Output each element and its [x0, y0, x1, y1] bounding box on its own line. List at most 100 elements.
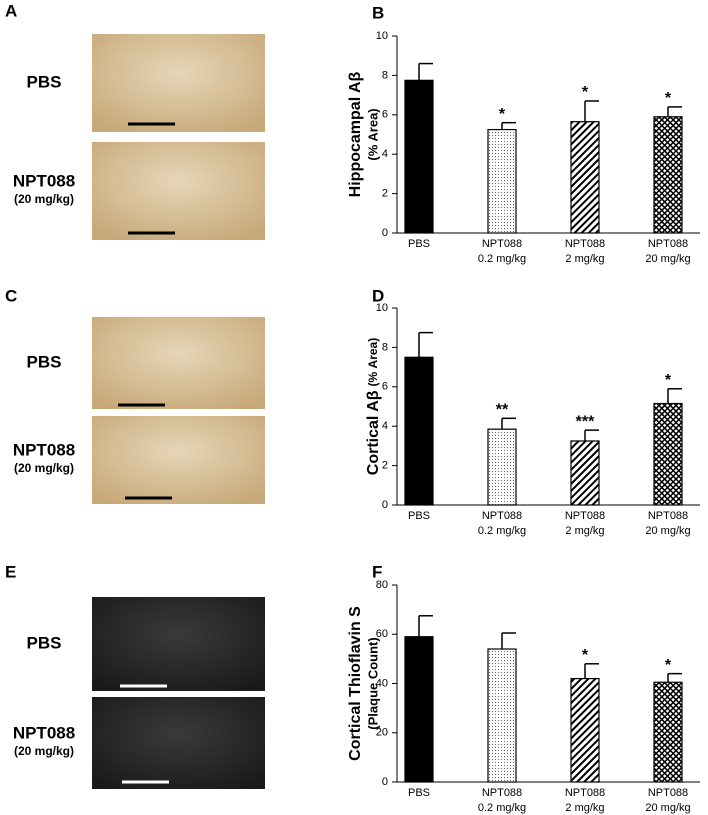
- error-bar: [501, 417, 516, 430]
- x-tick-label: NPT088: [482, 510, 522, 522]
- y-axis-label-unit: (Plaque Count): [365, 637, 380, 729]
- y-tick-label: 6: [382, 109, 388, 121]
- micrograph: [92, 416, 265, 504]
- bar: [404, 356, 434, 506]
- significance: *: [582, 84, 589, 101]
- error-bar: [584, 100, 599, 122]
- y-tick-label: 8: [382, 341, 388, 353]
- error-bar: [667, 388, 682, 404]
- bar: [404, 636, 434, 783]
- y-tick-label: 40: [376, 677, 388, 689]
- x-tick-label: NPT088: [482, 238, 522, 250]
- x-tick-label: 0.2 mg/kg: [478, 253, 526, 265]
- x-tick-label: 2 mg/kg: [565, 802, 604, 814]
- image-label: NPT088: [13, 171, 75, 190]
- image-label: PBS: [27, 352, 62, 371]
- bar: [570, 440, 600, 506]
- image-sublabel: (20 mg/kg): [14, 744, 74, 758]
- error-bar: [418, 615, 433, 637]
- image-label: PBS: [27, 72, 62, 91]
- significance: *: [499, 106, 506, 123]
- y-tick-label: 6: [382, 381, 388, 393]
- image-sublabel: (20 mg/kg): [14, 192, 74, 206]
- error-bar: [584, 663, 599, 679]
- x-tick-label: NPT088: [565, 238, 605, 250]
- error-bar: [667, 106, 682, 117]
- y-tick-label: 4: [382, 148, 388, 160]
- x-tick-label: 0.2 mg/kg: [478, 802, 526, 814]
- micrograph: [92, 697, 265, 789]
- x-tick-label: 2 mg/kg: [565, 253, 604, 265]
- y-tick-label: 10: [376, 30, 388, 42]
- error-bar: [667, 672, 682, 683]
- x-tick-label: NPT088: [648, 238, 688, 250]
- y-axis-label-main: Cortical Aβ: [365, 390, 382, 475]
- y-tick-label: 8: [382, 69, 388, 81]
- micrograph: [92, 597, 265, 691]
- y-tick-label: 2: [382, 188, 388, 200]
- y-tick-label: 80: [376, 579, 388, 591]
- image-label: PBS: [27, 633, 62, 652]
- significance: *: [665, 372, 672, 389]
- significance: *: [665, 657, 672, 674]
- x-tick-label: NPT088: [482, 787, 522, 799]
- micrographs: [92, 34, 265, 789]
- bar: [653, 402, 683, 506]
- y-axis-label-unit: (% Area): [365, 108, 380, 160]
- x-tick-label: 2 mg/kg: [565, 525, 604, 537]
- x-tick-label: 20 mg/kg: [645, 802, 690, 814]
- y-axis-label: Hippocampal Aβ: [347, 71, 364, 197]
- x-tick-label: NPT088: [565, 787, 605, 799]
- x-tick-label: 0.2 mg/kg: [478, 525, 526, 537]
- x-tick-label: PBS: [408, 510, 430, 522]
- panel-letter: A: [5, 1, 17, 20]
- significance: **: [496, 402, 509, 419]
- bar: [570, 677, 600, 783]
- y-tick-label: 10: [376, 302, 388, 314]
- panel-letter: E: [5, 562, 16, 581]
- bar: [653, 681, 683, 783]
- y-tick-label: 2: [382, 460, 388, 472]
- y-tick-label: 60: [376, 628, 388, 640]
- x-tick-label: NPT088: [648, 510, 688, 522]
- bar: [487, 428, 517, 506]
- image-label: NPT088: [13, 723, 75, 742]
- y-tick-label: 0: [382, 227, 388, 239]
- x-tick-label: NPT088: [565, 510, 605, 522]
- error-bar: [501, 632, 516, 650]
- y-tick-label: 0: [382, 499, 388, 511]
- image-sublabel: (20 mg/kg): [14, 461, 74, 475]
- significance: *: [582, 647, 589, 664]
- y-axis-label-unit: (% Area): [366, 338, 380, 387]
- x-tick-label: PBS: [408, 238, 430, 250]
- significance: *: [665, 90, 672, 107]
- y-tick-label: 4: [382, 420, 388, 432]
- panel-letter: C: [5, 286, 17, 305]
- bar: [487, 128, 517, 234]
- panel-letter: B: [372, 3, 384, 22]
- micrograph: [92, 142, 265, 240]
- x-tick-label: 20 mg/kg: [645, 253, 690, 265]
- significance: ***: [576, 413, 595, 430]
- micrograph: [92, 317, 265, 409]
- error-bar: [501, 121, 516, 130]
- bar: [487, 648, 517, 783]
- y-axis-label: Cortical Aβ (% Area): [365, 338, 382, 475]
- x-tick-label: PBS: [408, 787, 430, 799]
- error-bar: [418, 62, 433, 81]
- x-tick-label: 20 mg/kg: [645, 525, 690, 537]
- error-bar: [584, 429, 599, 441]
- bar: [404, 79, 434, 234]
- image-label: NPT088: [13, 440, 75, 459]
- y-axis-label: Cortical Thioflavin S: [347, 606, 364, 761]
- y-tick-label: 20: [376, 727, 388, 739]
- panel-letter: F: [372, 562, 382, 581]
- bar: [570, 121, 600, 234]
- x-tick-label: NPT088: [648, 787, 688, 799]
- error-bar: [418, 331, 433, 358]
- bar: [653, 116, 683, 234]
- y-tick-label: 0: [382, 776, 388, 788]
- panel-letter: D: [372, 286, 384, 305]
- micrograph: [92, 34, 265, 132]
